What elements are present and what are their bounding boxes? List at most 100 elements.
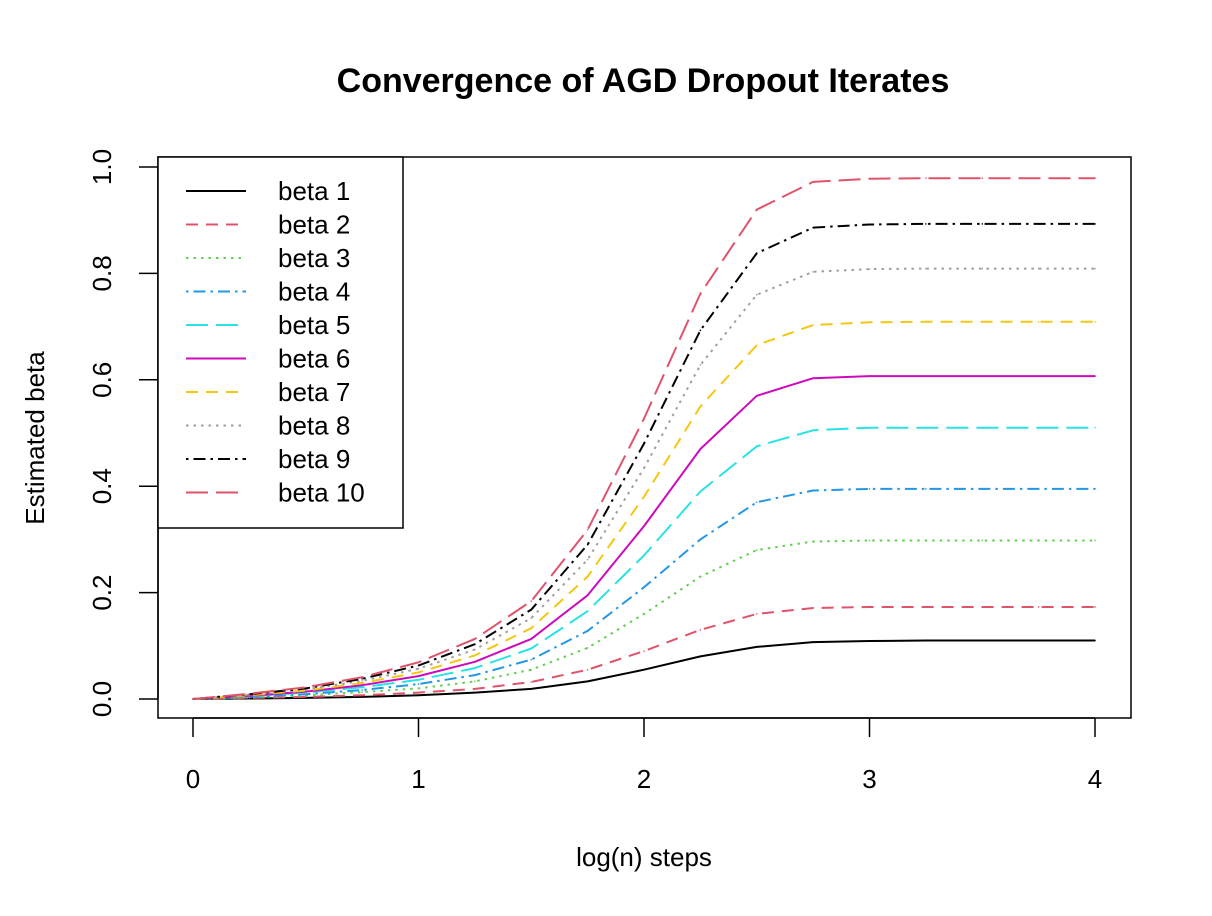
- legend-label: beta 1: [278, 176, 350, 206]
- data-point: [643, 586, 645, 589]
- legend-label: beta 10: [278, 478, 365, 508]
- data-point: [868, 223, 871, 226]
- data-point: [586, 529, 589, 531]
- data-point: [474, 660, 476, 663]
- data-point: [361, 682, 363, 684]
- data-point: [812, 271, 814, 273]
- data-point: [1094, 267, 1096, 270]
- legend-item: beta 5: [186, 310, 350, 340]
- data-point: [530, 688, 533, 690]
- data-point: [474, 654, 476, 657]
- data-point: [417, 687, 420, 690]
- data-point: [868, 426, 871, 429]
- data-point: [925, 375, 927, 377]
- data-point: [643, 417, 645, 420]
- data-point: [981, 267, 984, 270]
- data-point: [586, 668, 589, 671]
- data-point: [474, 691, 476, 694]
- data-point: [755, 445, 758, 448]
- data-point: [361, 689, 363, 691]
- data-point: [1037, 639, 1040, 642]
- legend-label: beta 4: [278, 277, 350, 307]
- data-point: [699, 538, 702, 541]
- data-point: [981, 539, 984, 542]
- data-point: [868, 321, 871, 324]
- data-point: [474, 638, 476, 640]
- data-point: [1037, 223, 1040, 225]
- data-point: [474, 648, 476, 651]
- data-point: [925, 321, 927, 323]
- data-point: [248, 692, 251, 695]
- x-tick-label: 3: [862, 764, 876, 794]
- data-point: [1037, 426, 1040, 429]
- data-point: [361, 684, 363, 686]
- legend-item: beta 8: [186, 411, 350, 441]
- data-point: [192, 698, 194, 700]
- data-point: [812, 181, 814, 183]
- data-point: [868, 539, 871, 542]
- data-point: [1094, 539, 1096, 542]
- series-6: [192, 375, 1096, 700]
- data-point: [643, 467, 645, 469]
- data-point: [643, 525, 645, 527]
- data-point: [530, 668, 533, 671]
- data-point: [1094, 426, 1096, 429]
- data-point: [755, 252, 758, 254]
- data-point: [981, 488, 984, 490]
- data-point: [530, 600, 533, 602]
- y-tick-label: 0.2: [87, 575, 117, 611]
- data-point: [868, 640, 871, 642]
- data-point: [699, 448, 702, 450]
- x-axis: 0 1 2 3 4: [186, 717, 1102, 794]
- data-point: [1094, 321, 1096, 323]
- legend-label: beta 5: [278, 310, 350, 340]
- data-point: [699, 655, 702, 658]
- data-point: [586, 594, 589, 597]
- x-tick-label: 4: [1088, 764, 1102, 794]
- data-point: [417, 683, 420, 685]
- data-point: [925, 267, 927, 270]
- data-point: [925, 606, 927, 608]
- data-point: [643, 442, 645, 445]
- data-point: [812, 607, 814, 609]
- data-point: [812, 540, 814, 543]
- data-point: [586, 680, 589, 683]
- data-point: [361, 677, 363, 680]
- legend-item: beta 2: [186, 210, 350, 240]
- data-point: [755, 613, 758, 615]
- data-point: [981, 426, 984, 429]
- data-point: [417, 671, 420, 674]
- legend-item: beta 7: [186, 377, 350, 407]
- data-point: [474, 674, 476, 676]
- legend-item: beta 9: [186, 444, 350, 474]
- y-tick-label: 0.0: [87, 681, 117, 717]
- data-point: [981, 177, 984, 179]
- data-point: [699, 292, 702, 295]
- legend-label: beta 7: [278, 377, 350, 407]
- data-point: [868, 375, 871, 377]
- data-point: [981, 223, 984, 225]
- y-axis-label: Estimated beta: [20, 351, 50, 525]
- series-layer: [192, 177, 1096, 700]
- legend-label: beta 8: [278, 411, 350, 441]
- data-point: [530, 627, 533, 630]
- data-point: [643, 496, 645, 498]
- series-10: [192, 177, 1096, 700]
- data-point: [699, 490, 702, 493]
- data-point: [755, 344, 758, 347]
- data-point: [925, 639, 927, 642]
- data-point: [643, 650, 645, 652]
- legend-label: beta 3: [278, 243, 350, 273]
- data-point: [361, 680, 363, 682]
- data-point: [474, 667, 476, 669]
- data-point: [417, 691, 420, 694]
- data-point: [1037, 539, 1040, 542]
- legend-item: beta 3: [186, 243, 350, 273]
- x-axis-label: log(n) steps: [576, 842, 712, 872]
- legend-item: beta 4: [186, 277, 350, 307]
- chart-title: Convergence of AGD Dropout Iterates: [337, 62, 950, 100]
- data-point: [755, 394, 758, 397]
- data-point: [586, 647, 589, 649]
